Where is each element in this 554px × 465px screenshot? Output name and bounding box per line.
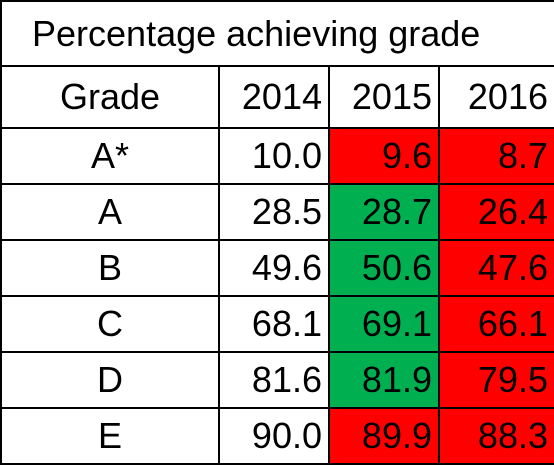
value-cell-2014: 49.6 [218,239,330,297]
table-row: E 90.0 89.9 88.3 [0,407,554,465]
value-cell-2016: 88.3 [438,407,554,465]
value-cell-2014: 81.6 [218,351,330,409]
value-cell-2015: 89.9 [328,407,440,465]
value-cell-2014: 10.0 [218,127,330,185]
grade-label: A* [0,127,220,185]
grade-label: B [0,239,220,297]
value-cell-2015: 69.1 [328,295,440,353]
table-row: A* 10.0 9.6 8.7 [0,127,554,185]
table-row: C 68.1 69.1 66.1 [0,295,554,353]
grade-label: C [0,295,220,353]
table-row: B 49.6 50.6 47.6 [0,239,554,297]
value-cell-2015: 81.9 [328,351,440,409]
value-cell-2015: 9.6 [328,127,440,185]
value-cell-2016: 79.5 [438,351,554,409]
value-cell-2016: 66.1 [438,295,554,353]
table-row: D 81.6 81.9 79.5 [0,351,554,409]
value-cell-2016: 8.7 [438,127,554,185]
title-row: Percentage achieving grade [0,0,554,67]
value-cell-2014: 68.1 [218,295,330,353]
value-cell-2015: 50.6 [328,239,440,297]
grade-label: A [0,183,220,241]
header-year-2014: 2014 [218,65,330,129]
grade-label: D [0,351,220,409]
value-cell-2016: 47.6 [438,239,554,297]
header-grade: Grade [0,65,220,129]
header-year-2015: 2015 [328,65,440,129]
value-cell-2016: 26.4 [438,183,554,241]
table-row: A 28.5 28.7 26.4 [0,183,554,241]
table-title: Percentage achieving grade [0,0,554,67]
value-cell-2014: 28.5 [218,183,330,241]
header-year-2016: 2016 [438,65,554,129]
value-cell-2015: 28.7 [328,183,440,241]
header-row: Grade 2014 2015 2016 [0,65,554,129]
value-cell-2014: 90.0 [218,407,330,465]
grade-label: E [0,407,220,465]
